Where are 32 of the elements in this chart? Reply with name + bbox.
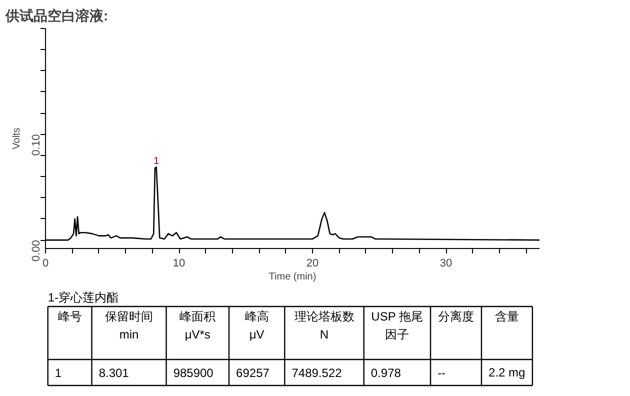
text: 0.978 bbox=[370, 366, 402, 380]
text: 含量 bbox=[494, 310, 519, 324]
text: 1 bbox=[54, 366, 62, 380]
text: 985900 bbox=[173, 366, 214, 380]
text: 7489.522 bbox=[292, 366, 342, 380]
text: 峰号 bbox=[58, 310, 82, 324]
x-tick-label: 30 bbox=[440, 258, 452, 270]
x-tick-label: 0 bbox=[42, 258, 49, 270]
text: USP 拖尾 bbox=[371, 310, 423, 324]
text: 因子 bbox=[385, 328, 410, 342]
text: 分离度 bbox=[438, 310, 474, 324]
text: 1-穿心莲内酯 bbox=[48, 290, 119, 304]
annotation: 1 bbox=[154, 156, 160, 168]
y-axis-title: Volts bbox=[12, 128, 22, 150]
text: 峰高 bbox=[244, 310, 269, 324]
text: -- bbox=[438, 366, 446, 380]
text: 峰面积 bbox=[180, 310, 216, 324]
y-tick-label: 0.10 bbox=[30, 134, 42, 156]
text: 8.301 bbox=[98, 366, 130, 380]
y-tick-label: 0.00 bbox=[30, 240, 42, 262]
text: 理论塔板数 bbox=[294, 310, 354, 324]
text: 2.2 mg bbox=[488, 366, 526, 380]
text: μV*s bbox=[184, 328, 210, 342]
chart-title: 供试品空白溶液: bbox=[4, 8, 108, 24]
x-tick-label: 20 bbox=[306, 258, 319, 270]
text: N bbox=[320, 328, 329, 342]
x-tick-label: 10 bbox=[172, 258, 186, 270]
x-axis-title: Time (min) bbox=[268, 272, 316, 282]
text: 69257 bbox=[236, 366, 270, 380]
text: min bbox=[119, 328, 139, 342]
text: 保留时间 bbox=[105, 310, 154, 324]
text: μV bbox=[249, 328, 264, 342]
